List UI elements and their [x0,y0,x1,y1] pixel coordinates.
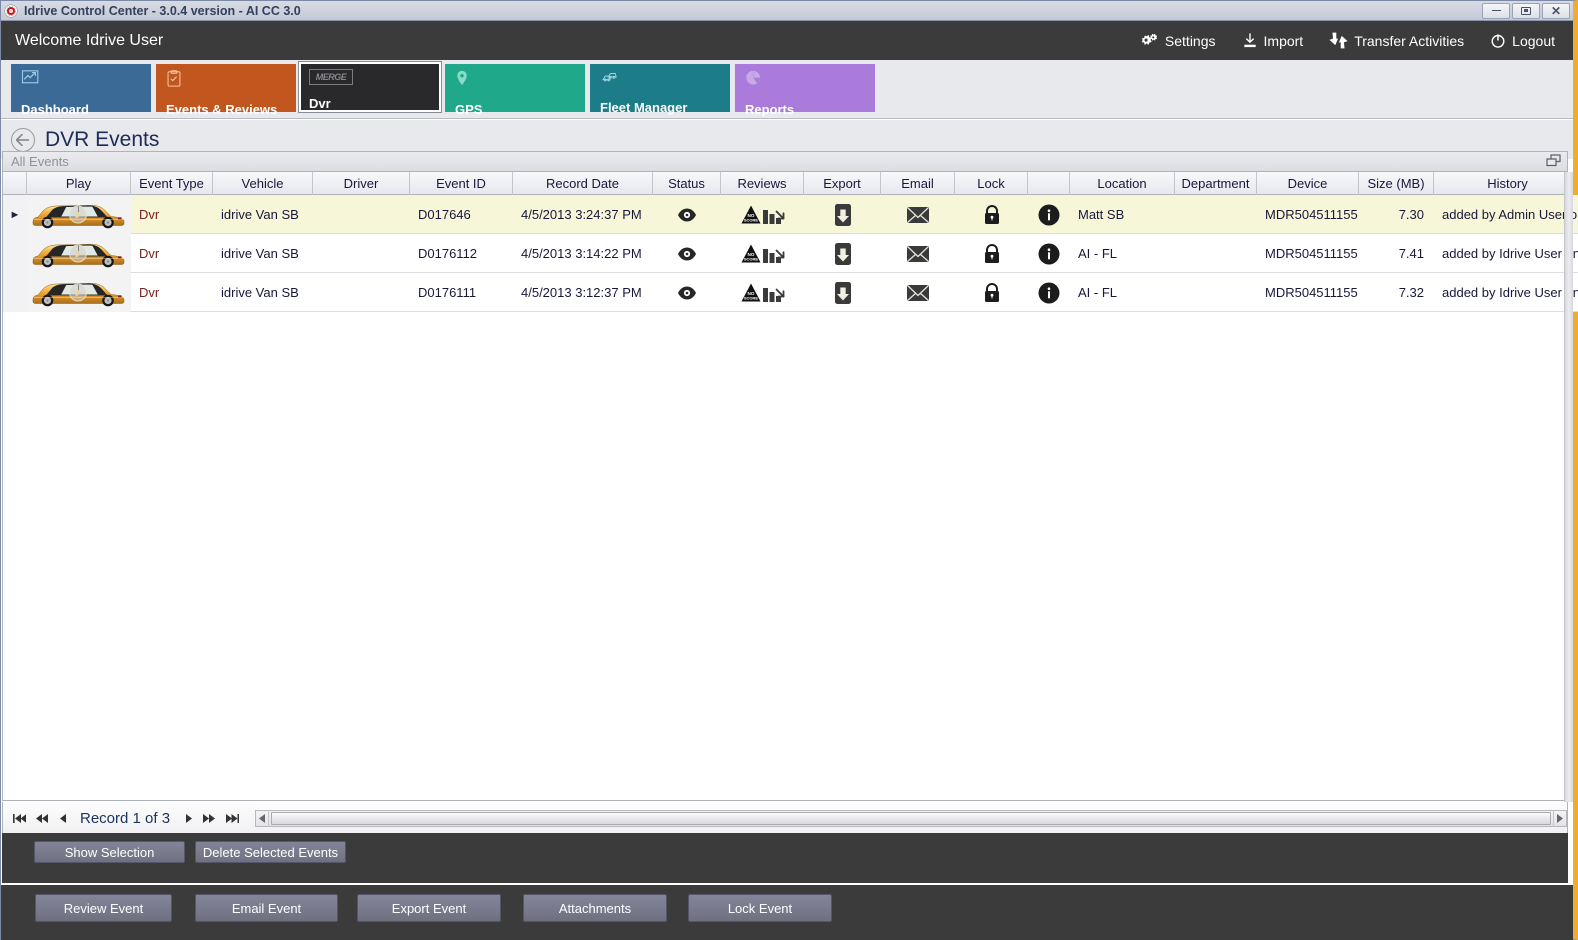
svg-text:SCORE: SCORE [743,256,758,261]
svg-text:SCORE: SCORE [743,217,758,222]
svg-text:SCORE: SCORE [743,295,758,300]
